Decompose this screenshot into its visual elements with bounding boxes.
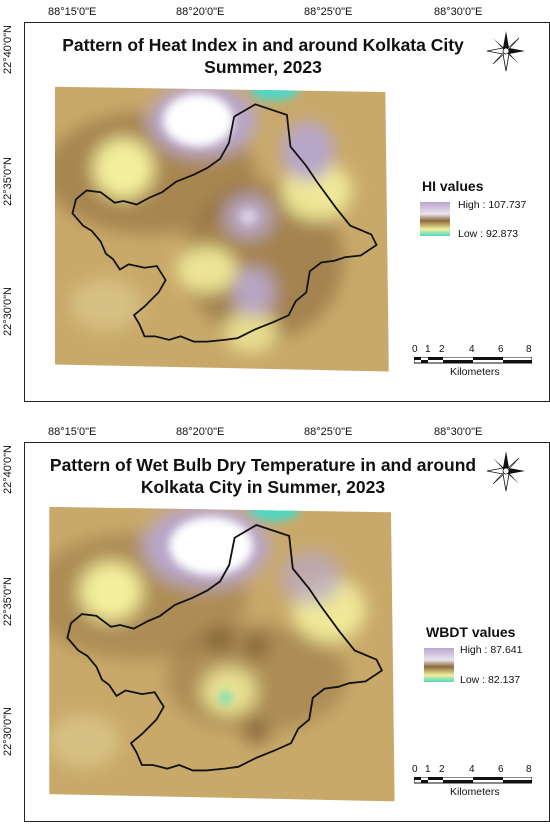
map-title: Pattern of Wet Bulb Dry Temperature in a… bbox=[30, 454, 496, 498]
scale-unit-label: Kilometers bbox=[450, 786, 500, 798]
legend-title: WBDT values bbox=[426, 624, 516, 640]
wbdt-map-panel: 88°15'0"E 88°20'0"E 88°25'0"E 88°30'0"E … bbox=[0, 420, 550, 831]
legend-high-value: High : 87.641 bbox=[460, 644, 523, 656]
north-arrow-icon bbox=[486, 31, 525, 72]
kolkata-boundary-outline bbox=[66, 524, 384, 772]
lon-label-88-25: 88°25'0"E bbox=[304, 426, 353, 438]
scale-tick-2: 2 bbox=[439, 764, 445, 775]
map-title: Pattern of Heat Index in and around Kolk… bbox=[30, 34, 496, 78]
map-title-line-1: Pattern of Heat Index in and around Kolk… bbox=[62, 35, 464, 55]
legend-title: HI values bbox=[422, 178, 484, 194]
lat-label-22-35: 22°35'0"N bbox=[2, 157, 14, 206]
scale-tick-4: 4 bbox=[469, 764, 475, 775]
wbdt-raster-map bbox=[49, 506, 395, 802]
map-title-line-1: Pattern of Wet Bulb Dry Temperature in a… bbox=[49, 455, 477, 475]
lat-label-22-35: 22°35'0"N bbox=[2, 577, 14, 626]
lon-label-88-20: 88°20'0"E bbox=[176, 6, 225, 18]
lat-label-22-30: 22°30'0"N bbox=[2, 707, 14, 756]
north-arrow-icon bbox=[486, 451, 525, 492]
scale-bar-segments bbox=[414, 357, 532, 364]
scale-tick-4: 4 bbox=[469, 344, 475, 355]
scale-unit-label: Kilometers bbox=[450, 366, 500, 378]
map-title-line-2: Summer, 2023 bbox=[204, 57, 322, 77]
legend-low-value: Low : 82.137 bbox=[460, 674, 521, 686]
lon-label-88-20: 88°20'0"E bbox=[176, 426, 225, 438]
scale-bar-segments bbox=[414, 777, 532, 784]
lon-label-88-30: 88°30'0"E bbox=[434, 6, 483, 18]
scale-tick-1: 1 bbox=[425, 344, 431, 355]
lon-label-88-15: 88°15'0"E bbox=[48, 426, 97, 438]
scale-tick-0: 0 bbox=[412, 764, 418, 775]
legend-low-value: Low : 92.873 bbox=[458, 228, 519, 240]
heat-index-raster-map bbox=[54, 86, 389, 372]
legend-high-value: High : 107.737 bbox=[458, 199, 527, 211]
scale-tick-1: 1 bbox=[425, 764, 431, 775]
scale-bar: 0 1 2 4 6 8 Kilometers bbox=[412, 344, 538, 384]
lon-label-88-30: 88°30'0"E bbox=[434, 426, 483, 438]
lat-label-22-40: 22°40'0"N bbox=[2, 445, 14, 494]
map-title-line-2: Kolkata City in Summer, 2023 bbox=[140, 477, 386, 497]
lon-label-88-25: 88°25'0"E bbox=[304, 6, 353, 18]
lat-label-22-30: 22°30'0"N bbox=[2, 287, 14, 336]
scale-tick-6: 6 bbox=[498, 764, 504, 775]
scale-tick-0: 0 bbox=[412, 344, 418, 355]
scale-tick-8: 8 bbox=[526, 344, 532, 355]
scale-tick-6: 6 bbox=[498, 344, 504, 355]
scale-bar: 0 1 2 4 6 8 Kilometers bbox=[412, 764, 538, 804]
legend-color-ramp bbox=[424, 648, 454, 682]
lon-label-88-15: 88°15'0"E bbox=[48, 6, 97, 18]
legend-color-ramp bbox=[420, 202, 450, 236]
lat-label-22-40: 22°40'0"N bbox=[2, 25, 14, 74]
scale-tick-8: 8 bbox=[526, 764, 532, 775]
scale-tick-2: 2 bbox=[439, 344, 445, 355]
kolkata-boundary-outline bbox=[71, 103, 378, 343]
heat-index-map-panel: 88°15'0"E 88°20'0"E 88°25'0"E 88°30'0"E … bbox=[0, 0, 550, 410]
